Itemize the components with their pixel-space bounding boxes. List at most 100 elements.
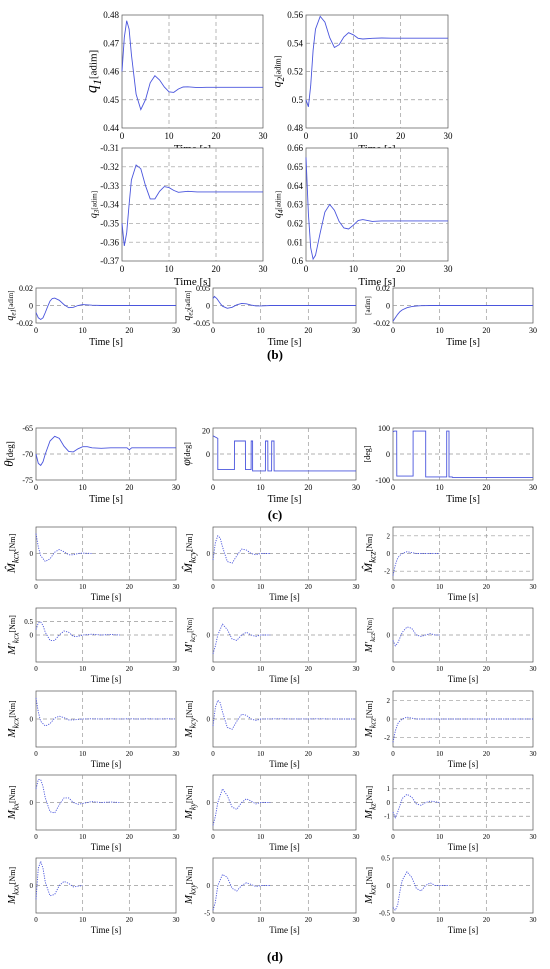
y-tick-label: -1 [384, 813, 390, 821]
x-tick-label: 0 [211, 483, 215, 492]
x-tick-label: 30 [352, 483, 360, 492]
x-tick-label: 20 [483, 750, 491, 758]
x-tick-label: 30 [353, 665, 361, 673]
x-tick-label: 30 [530, 665, 538, 673]
x-tick-label: 0 [211, 916, 215, 924]
x-axis-label: Time [s] [448, 842, 478, 852]
x-tick-label: 10 [257, 833, 265, 841]
x-tick-label: 20 [126, 833, 134, 841]
x-tick-label: 30 [444, 264, 454, 274]
x-tick-label: 20 [483, 916, 491, 924]
panel-label-c: (c) [268, 507, 282, 522]
x-tick-label: 10 [257, 750, 265, 758]
y-axis-label: Mky[Nm] [183, 785, 197, 820]
x-tick-label: 0 [391, 326, 395, 335]
y-tick-label: 20 [202, 427, 210, 436]
x-tick-label: 10 [79, 326, 87, 335]
y-tick-label: 0.47 [103, 38, 119, 48]
y-tick-label: 0.48 [103, 10, 119, 20]
chart-Mp_x: 0 10 20 30 0 0.5 Time [s] M′kcx[Nm] [6, 607, 180, 684]
x-tick-label: 20 [305, 665, 313, 673]
x-tick-label: 20 [482, 483, 490, 492]
x-axis-label: Time [s] [448, 925, 478, 935]
y-tick-label: 0 [30, 715, 34, 723]
y-tick-label: 0 [387, 715, 391, 723]
y-tick-label: 0 [206, 301, 210, 310]
y-axis-label: [adim] [364, 296, 372, 315]
x-tick-label: 30 [529, 483, 537, 492]
y-tick-label: -2 [384, 734, 390, 742]
x-tick-label: 10 [436, 326, 444, 335]
y-tick-label: 0 [387, 799, 391, 807]
y-axis-label: Mkcx[Nm] [6, 700, 20, 738]
x-tick-label: 20 [126, 583, 134, 591]
y-tick-label: -0.02 [16, 319, 33, 328]
chart-theta: 0 10 20 30 -75 -70 -65 Time [s] θ[deg] [1, 424, 180, 505]
y-tick-label: -5 [204, 909, 210, 917]
y-tick-label: 0.6 [292, 256, 304, 266]
series-line-q1-0 [121, 20, 263, 111]
x-tick-label: 0 [211, 750, 215, 758]
x-tick-label: 20 [305, 833, 313, 841]
x-axis-label: Time [s] [269, 674, 299, 684]
y-tick-label: 100 [378, 424, 390, 433]
x-tick-label: 30 [529, 326, 537, 335]
x-axis-label: Time [s] [268, 494, 302, 505]
x-tick-label: 0 [34, 833, 38, 841]
y-tick-label: 0 [207, 882, 211, 890]
x-tick-label: 0 [120, 131, 125, 141]
x-tick-label: 10 [257, 916, 265, 924]
series-line-M_kx-0 [35, 779, 121, 814]
series-line-M_kcy-0 [212, 699, 356, 730]
chart-Mp_z: 0 10 20 30 0 Time [s] M′kcz[Nm] [364, 607, 538, 684]
y-axis-label: q3[adim] [88, 191, 101, 218]
series-line-qe2-0 [212, 295, 356, 309]
series-line-phi-0 [212, 435, 356, 472]
x-tick-label: 0 [34, 326, 38, 335]
x-tick-label: 0 [211, 665, 215, 673]
x-tick-label: 30 [173, 583, 181, 591]
y-tick-label: 0 [207, 550, 211, 558]
y-tick-label: -0.31 [100, 143, 119, 153]
x-tick-label: 0 [120, 264, 125, 274]
y-axis-label: [deg] [363, 445, 372, 462]
y-tick-label: -65 [22, 424, 33, 433]
x-axis-label: Time [s] [89, 337, 123, 348]
x-tick-label: 10 [79, 483, 87, 492]
x-tick-label: 30 [353, 750, 361, 758]
y-axis-label: Mkxz[Nm] [363, 867, 377, 905]
y-axis-label: θ[deg] [1, 441, 16, 466]
series-line-q3-0 [121, 164, 263, 246]
x-tick-label: 30 [352, 326, 360, 335]
x-axis-label: Time [s] [268, 337, 302, 348]
y-tick-label: -70 [22, 450, 33, 459]
y-axis-label: Mkxy[Nm] [183, 867, 197, 905]
x-tick-label: 10 [79, 833, 87, 841]
y-tick-label: 0.48 [287, 123, 303, 133]
x-tick-label: 10 [79, 665, 87, 673]
y-tick-label: 0 [386, 301, 390, 310]
x-tick-label: 10 [436, 483, 444, 492]
x-tick-label: 30 [530, 833, 538, 841]
y-tick-label: -2 [384, 568, 390, 576]
y-tick-label: 0.02 [19, 284, 33, 293]
x-tick-label: 10 [436, 665, 444, 673]
chart-q3: 0 10 20 30 -0.37 -0.36 -0.35 -0.34 -0.33 -0.32 -0.… [88, 143, 268, 288]
y-tick-label: 0.02 [376, 284, 390, 293]
y-tick-label: -0.35 [100, 218, 119, 228]
y-tick-label: 0.64 [287, 181, 303, 191]
x-tick-label: 10 [257, 665, 265, 673]
x-axis-label: Time [s] [91, 842, 121, 852]
x-tick-label: 30 [173, 833, 181, 841]
x-tick-label: 20 [483, 665, 491, 673]
x-axis-label: Time [s] [89, 494, 123, 505]
x-tick-label: 10 [436, 833, 444, 841]
x-axis-label: Time [s] [448, 759, 478, 769]
y-axis-label: qe2[adim] [182, 290, 195, 320]
y-tick-label: -0.33 [100, 181, 119, 191]
y-tick-label: 0 [29, 301, 33, 310]
series-line-qe3-0 [392, 305, 533, 322]
